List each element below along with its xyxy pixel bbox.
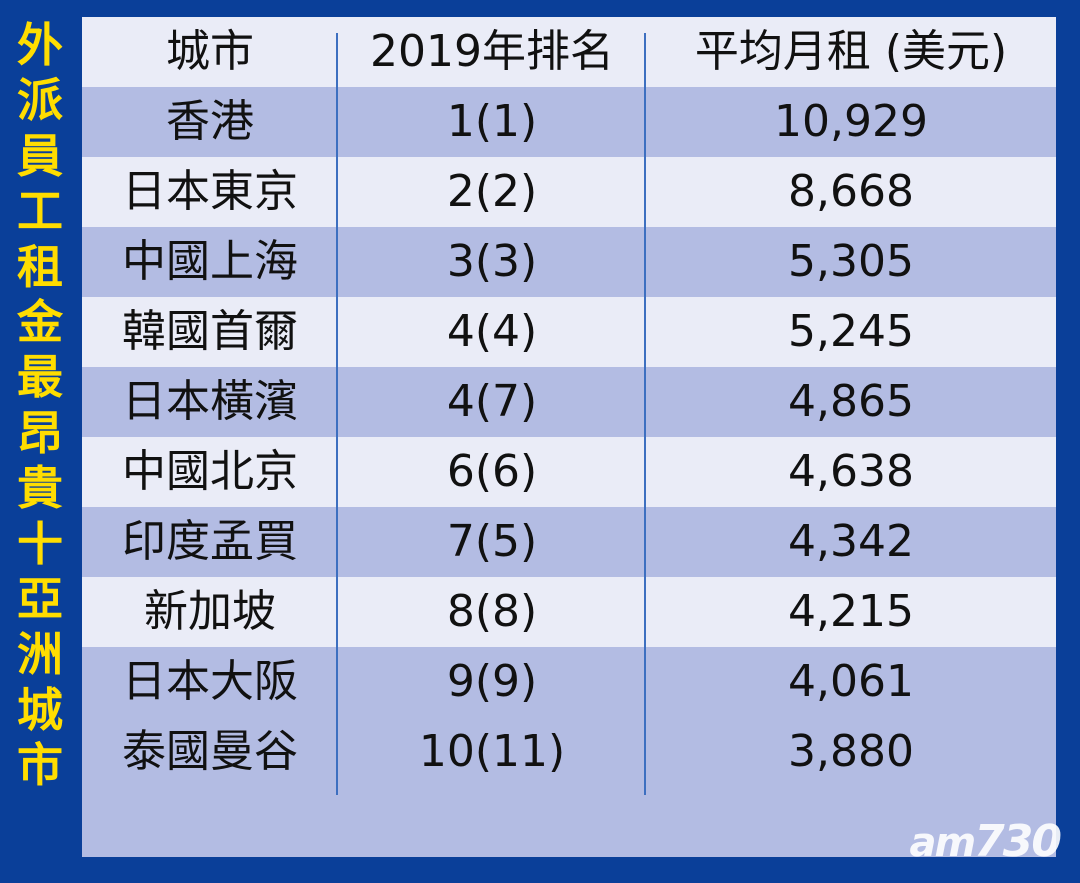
rent-cell: 4,061 xyxy=(788,656,914,707)
side-title-char: 派 xyxy=(17,73,63,128)
rent-cell: 3,880 xyxy=(788,726,914,777)
rent-cell: 4,865 xyxy=(788,376,914,427)
rank-cell: 3(3) xyxy=(446,236,538,287)
table-row: 香港 1(1) 10,929 xyxy=(82,87,1056,157)
rank-cell: 4(4) xyxy=(446,306,538,357)
side-title-char: 金 xyxy=(17,294,63,349)
side-title-char: 工 xyxy=(17,184,63,239)
rent-cell: 4,215 xyxy=(788,586,914,637)
side-title-char: 外 xyxy=(17,18,63,72)
city-cell: 中國北京 xyxy=(122,446,298,497)
table-header-row: 城市 2019年排名 平均月租 (美元) xyxy=(82,17,1056,87)
city-cell: 日本橫濱 xyxy=(122,376,298,427)
rank-cell: 9(9) xyxy=(446,656,538,707)
rent-table: 城市 2019年排名 平均月租 (美元) 香港 1(1) 10,929 日本東京 2(2… xyxy=(82,17,1056,857)
rank-cell: 8(8) xyxy=(446,586,538,637)
city-cell: 新加坡 xyxy=(144,586,276,637)
rank-cell: 7(5) xyxy=(446,516,538,567)
city-cell: 香港 xyxy=(166,96,254,147)
column-header-city: 城市 xyxy=(166,26,254,77)
side-title-char: 市 xyxy=(17,738,63,793)
side-title-char: 城 xyxy=(17,682,63,737)
city-cell: 日本東京 xyxy=(122,166,298,217)
table-row: 泰國曼谷 10(11) 3,880 xyxy=(82,717,1056,787)
side-title-char: 昂 xyxy=(17,405,63,460)
table-row: 日本大阪 9(9) 4,061 xyxy=(82,647,1056,717)
table-row: 中國上海 3(3) 5,305 xyxy=(82,227,1056,297)
rank-cell: 10(11) xyxy=(418,726,566,777)
side-title-char: 租 xyxy=(17,239,63,294)
rent-cell: 4,342 xyxy=(788,516,914,567)
side-title-char: 最 xyxy=(17,350,63,405)
column-divider xyxy=(336,33,338,795)
table-row: 日本橫濱 4(7) 4,865 xyxy=(82,367,1056,437)
side-title-char: 貴 xyxy=(17,461,63,516)
table-row: 新加坡 8(8) 4,215 xyxy=(82,577,1056,647)
column-header-rent: 平均月租 (美元) xyxy=(694,26,1008,77)
side-title: 外派員工租金最昂貴十亞洲城市 xyxy=(8,18,72,793)
table-row: 印度孟買 7(5) 4,342 xyxy=(82,507,1056,577)
rank-cell: 6(6) xyxy=(446,446,538,497)
side-title-char: 亞 xyxy=(17,571,63,626)
column-header-rank: 2019年排名 xyxy=(370,26,614,77)
rank-cell: 2(2) xyxy=(446,166,538,217)
rent-cell: 10,929 xyxy=(774,96,928,147)
rent-cell: 4,638 xyxy=(788,446,914,497)
rent-cell: 8,668 xyxy=(788,166,914,217)
table-row: 日本東京 2(2) 8,668 xyxy=(82,157,1056,227)
city-cell: 印度孟買 xyxy=(122,516,298,567)
rank-cell: 4(7) xyxy=(446,376,538,427)
side-title-char: 洲 xyxy=(17,627,63,682)
side-title-char: 十 xyxy=(17,516,63,571)
side-title-char: 員 xyxy=(17,128,63,183)
table-row: 中國北京 6(6) 4,638 xyxy=(82,437,1056,507)
city-cell: 泰國曼谷 xyxy=(122,726,298,777)
city-cell: 中國上海 xyxy=(122,236,298,287)
column-divider xyxy=(644,33,646,795)
rent-cell: 5,245 xyxy=(788,306,914,357)
table-row: 韓國首爾 4(4) 5,245 xyxy=(82,297,1056,367)
am730-logo: am730 xyxy=(909,816,1062,867)
city-cell: 日本大阪 xyxy=(122,656,298,707)
rent-cell: 5,305 xyxy=(788,236,914,287)
rank-cell: 1(1) xyxy=(446,96,538,147)
city-cell: 韓國首爾 xyxy=(122,306,298,357)
